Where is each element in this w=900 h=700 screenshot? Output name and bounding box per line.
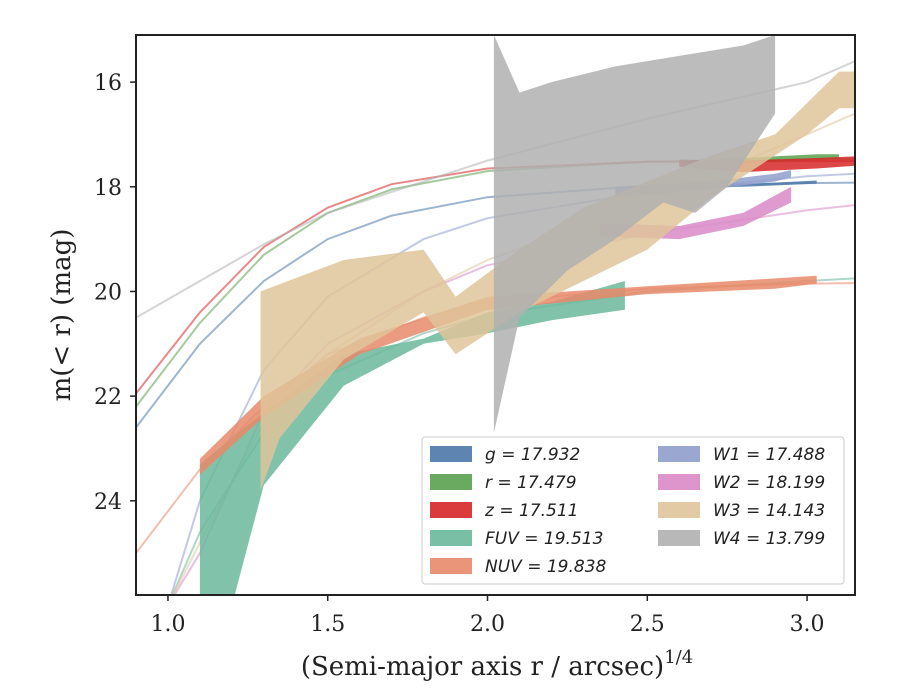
legend-label-w2: W2 = 18.199: [713, 473, 825, 493]
x-tick-label: 2.5: [630, 612, 665, 637]
y-tick-label: 22: [94, 385, 122, 410]
legend-label-r: r = 17.479: [485, 473, 577, 493]
legend-swatch-nuv: [430, 558, 472, 574]
legend-swatch-g: [430, 446, 472, 462]
legend-label-w1: W1 = 17.488: [713, 445, 825, 465]
y-tick-label: 16: [94, 71, 122, 96]
legend: g = 17.932 r = 17.479 z = 17.511 FUV = 19.5…: [421, 436, 845, 585]
legend-swatch-w1: [658, 446, 700, 462]
legend-swatch-z: [430, 502, 472, 518]
legend-swatch-r: [430, 474, 472, 490]
legend-label-g: g = 17.932: [485, 445, 580, 465]
plot-frame: [135, 34, 856, 596]
y-axis-title: m(< r) (mag): [47, 229, 77, 402]
legend-label-nuv: NUV = 19.838: [485, 557, 607, 577]
ticks-layer: 1.0 1.5 2.0 2.5 3.0 16 18 20 22 24: [94, 71, 825, 637]
legend-swatch-w2: [658, 474, 700, 490]
legend-label-fuv: FUV = 19.513: [485, 529, 603, 549]
y-tick-label: 18: [94, 176, 122, 201]
legend-frame: [421, 436, 845, 585]
band-fuv: [199, 281, 625, 595]
x-axis-title-exponent: 1/4: [664, 647, 693, 668]
x-tick-label: 1.0: [150, 612, 185, 637]
band-w4: [493, 35, 776, 433]
legend-label-w3: W3 = 14.143: [713, 501, 825, 521]
legend-swatch-fuv: [430, 530, 472, 546]
x-axis-title: (Semi-major axis r / arcsec)1/4: [301, 647, 693, 682]
legend-swatch-w3: [658, 502, 700, 518]
x-tick-label: 1.5: [310, 612, 345, 637]
legend-swatch-w4: [658, 530, 700, 546]
y-tick-label: 24: [94, 490, 122, 515]
x-tick-label: 3.0: [790, 612, 825, 637]
x-axis-title-text: (Semi-major axis r / arcsec): [301, 652, 664, 682]
series-layer: [136, 35, 855, 595]
x-tick-label: 2.0: [470, 612, 505, 637]
y-tick-label: 20: [94, 280, 122, 305]
legend-label-z: z = 17.511: [484, 501, 578, 521]
legend-label-w4: W4 = 13.799: [713, 529, 825, 549]
